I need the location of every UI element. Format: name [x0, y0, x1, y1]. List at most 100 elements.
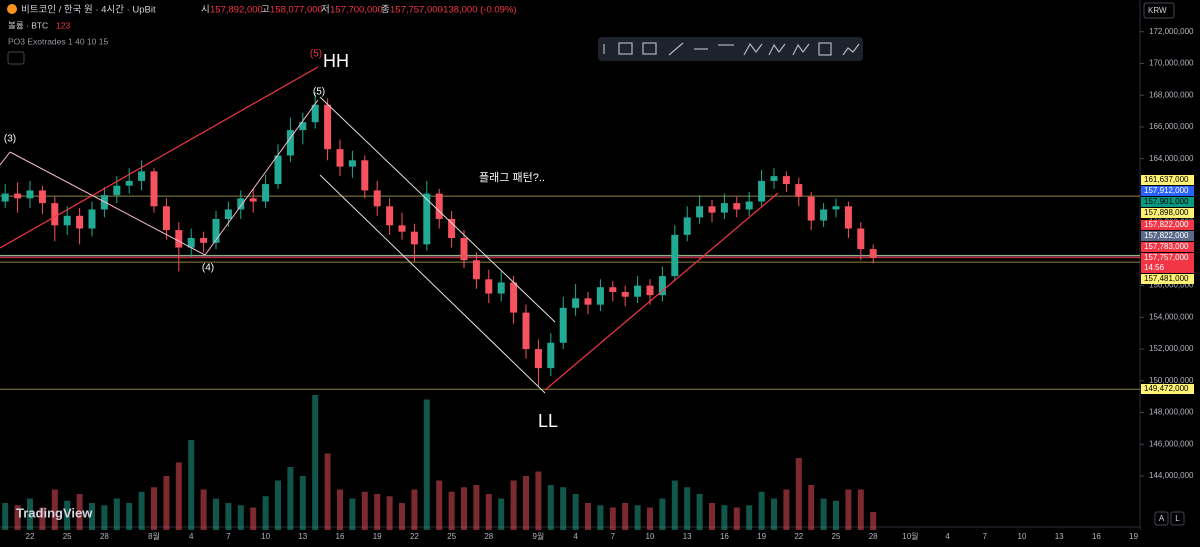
- volume-bar: [585, 503, 591, 530]
- symbol-title: 비트코인 / 한국 원 · 4시간 · UpBit: [21, 5, 156, 16]
- volume-bar: [27, 498, 33, 530]
- price-label-bg: [1141, 220, 1194, 230]
- wave-line: [0, 151, 11, 166]
- candle-body: [807, 196, 815, 221]
- candle-body: [63, 215, 71, 226]
- candle-body: [299, 122, 307, 131]
- candle-body: [262, 184, 270, 202]
- tool-icon[interactable]: [818, 42, 832, 56]
- tool-icon[interactable]: [618, 42, 633, 55]
- candle-body: [869, 249, 877, 258]
- x-tick-label: 25: [447, 532, 456, 541]
- volume-bar: [510, 480, 517, 530]
- volume-bar: [671, 480, 678, 530]
- open-value: 157,892,000: [210, 5, 263, 16]
- tool-icon[interactable]: [743, 42, 763, 56]
- volume-bar: [250, 507, 257, 530]
- candle-body: [138, 171, 146, 181]
- candle-body: [200, 238, 208, 243]
- candle-body: [671, 234, 679, 277]
- price-label-bg: [1141, 231, 1194, 241]
- volume-bar: [709, 503, 715, 530]
- volume-bar: [39, 507, 46, 530]
- volume-bar: [225, 503, 232, 530]
- candle-body: [708, 206, 716, 213]
- volume-bar: [560, 487, 567, 530]
- volume-bar: [684, 487, 691, 530]
- volume-bar: [795, 458, 802, 530]
- tool-icon[interactable]: [668, 42, 684, 56]
- tool-icon[interactable]: [768, 43, 786, 56]
- volume-bar: [845, 489, 852, 530]
- y-tick-label: 148,000,000: [1149, 408, 1194, 417]
- candle-body: [745, 201, 753, 210]
- candle-body: [832, 206, 840, 210]
- price-label-bg: [1141, 186, 1194, 196]
- candle-body: [373, 190, 381, 207]
- trend-line: [544, 192, 779, 391]
- wave-line: [9, 151, 206, 256]
- volume-bar: [634, 505, 641, 530]
- brand-logo: TradingView: [16, 505, 93, 520]
- volume-bar: [275, 480, 281, 530]
- volume-bar: [299, 476, 306, 530]
- candle-body: [534, 349, 542, 369]
- volume-bar: [237, 505, 244, 530]
- volume-bar: [337, 489, 343, 530]
- x-tick-label: 28: [869, 532, 878, 541]
- x-tick-label: 19: [757, 532, 766, 541]
- volume-bar: [436, 480, 443, 530]
- volume-bar: [138, 491, 145, 530]
- scale-button[interactable]: [1170, 511, 1185, 526]
- x-tick-label: 13: [1055, 532, 1064, 541]
- candle-body: [162, 206, 170, 231]
- candle-body: [423, 193, 431, 245]
- candle-body: [646, 285, 654, 296]
- x-tick-label: 10: [1018, 532, 1027, 541]
- x-tick-label: 7: [226, 532, 231, 541]
- x-tick-label: 10: [646, 532, 655, 541]
- candle-body: [820, 209, 828, 221]
- annotation: 플래그 패턴?..: [479, 171, 545, 184]
- scale-button[interactable]: [1154, 511, 1169, 526]
- candle-body: [249, 198, 257, 202]
- candle-body: [460, 238, 468, 261]
- x-tick-label: 22: [410, 532, 419, 541]
- x-tick-label: 28: [100, 532, 109, 541]
- price-label: 157,783,000: [1144, 242, 1189, 251]
- drawings: (3) (4) (5) (5) HH LL 플래그 패턴?..: [0, 49, 779, 431]
- wave-label: (3): [4, 134, 16, 145]
- tool-icon[interactable]: [642, 42, 657, 55]
- candle-body: [770, 176, 778, 181]
- low-value: 157,700,000: [330, 5, 383, 16]
- price-label-bg: [1141, 197, 1194, 207]
- candle-body: [596, 287, 604, 305]
- candle-body: [76, 215, 84, 229]
- price-label-bg: [1141, 175, 1194, 185]
- collapse-button[interactable]: [7, 51, 25, 65]
- candle-body: [150, 171, 158, 207]
- price-label-bg: [1141, 253, 1194, 273]
- candle-body: [224, 209, 232, 219]
- channel-line: [319, 96, 556, 323]
- volume-bar: [349, 498, 356, 530]
- currency-button[interactable]: [1143, 2, 1175, 19]
- x-tick-label: 19: [1129, 532, 1138, 541]
- candle-body: [559, 307, 567, 343]
- volume-bar: [188, 440, 195, 530]
- volume-bar: [833, 500, 839, 530]
- volume-bar: [547, 485, 554, 530]
- candle-body: [286, 130, 294, 156]
- tool-icon[interactable]: [842, 43, 860, 56]
- x-tick-label: 25: [832, 532, 841, 541]
- high-value: 158,077,000: [270, 5, 323, 16]
- candle-body: [621, 291, 629, 297]
- volume-bar: [597, 505, 604, 530]
- candle-body: [348, 160, 356, 167]
- x-tick-label: 19: [373, 532, 382, 541]
- candle-body: [497, 282, 505, 294]
- x-tick-label: 10월: [902, 531, 918, 541]
- tool-icon[interactable]: [792, 43, 810, 56]
- price-label-bg: [1141, 384, 1194, 394]
